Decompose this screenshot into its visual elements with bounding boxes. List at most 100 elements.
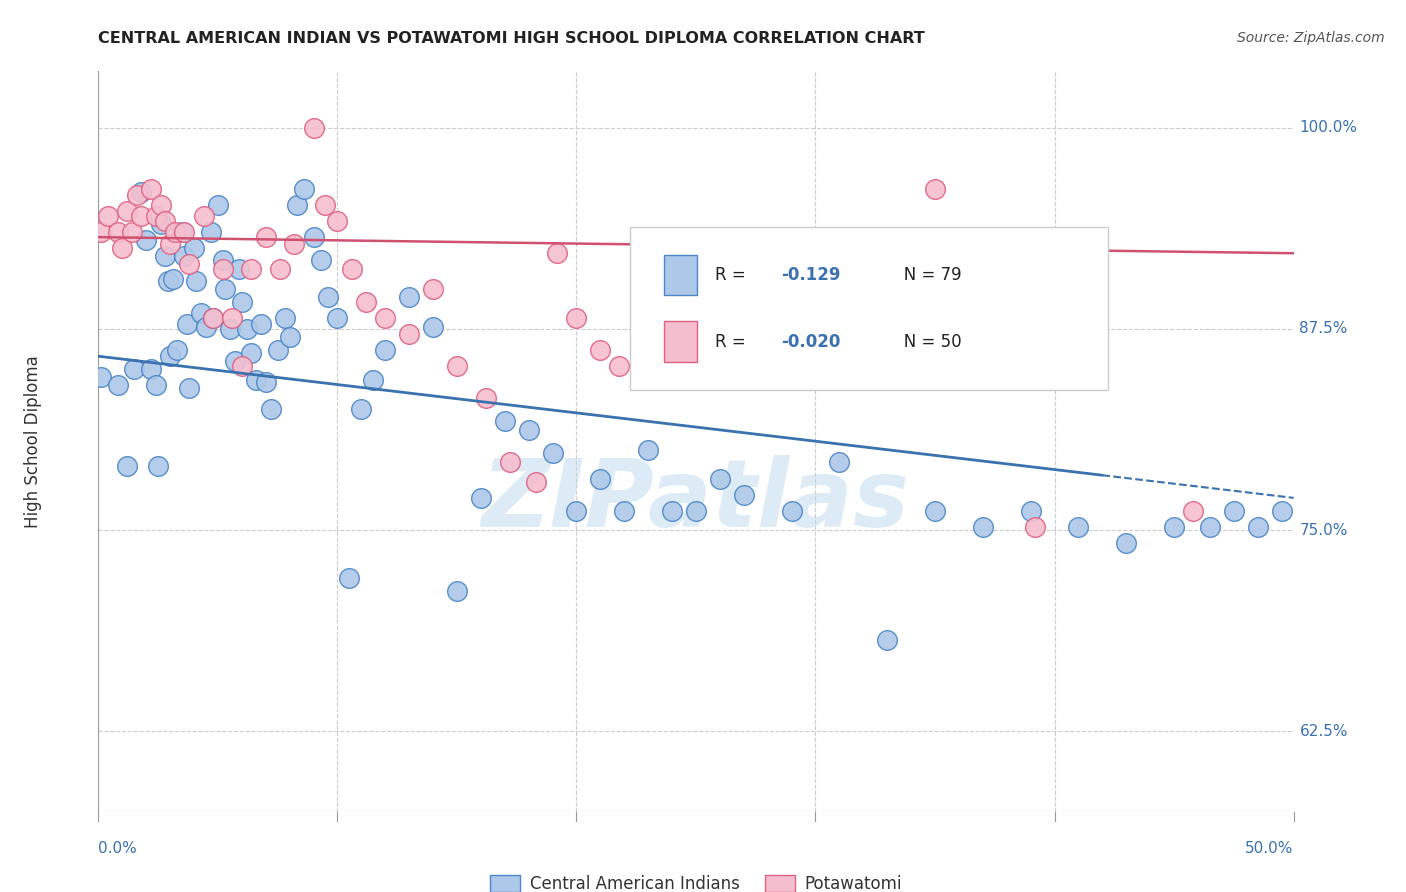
Text: 87.5%: 87.5% — [1299, 321, 1348, 336]
Point — [90, 370, 112, 384]
Point — [609, 359, 631, 373]
Point — [111, 241, 134, 255]
Text: CENTRAL AMERICAN INDIAN VS POTAWATOMI HIGH SCHOOL DIPLOMA CORRELATION CHART: CENTRAL AMERICAN INDIAN VS POTAWATOMI HI… — [98, 31, 925, 46]
Point — [176, 317, 198, 331]
Point — [815, 230, 838, 244]
Point — [202, 310, 225, 325]
Point — [250, 317, 273, 331]
Point — [207, 198, 229, 212]
Text: R =: R = — [716, 266, 751, 284]
Point — [166, 343, 188, 357]
Point — [709, 471, 731, 485]
Point — [231, 294, 253, 309]
Text: 50.0%: 50.0% — [1246, 841, 1294, 856]
Text: ZIPatlas: ZIPatlas — [482, 455, 910, 547]
Point — [326, 310, 349, 325]
Point — [155, 249, 177, 263]
Point — [131, 209, 153, 223]
Point — [350, 402, 373, 417]
Point — [149, 217, 172, 231]
Point — [221, 310, 243, 325]
Point — [1271, 504, 1294, 518]
Point — [193, 209, 215, 223]
Point — [995, 262, 1018, 277]
Point — [214, 282, 236, 296]
Text: 62.5%: 62.5% — [1299, 723, 1348, 739]
Point — [139, 182, 162, 196]
Point — [107, 378, 129, 392]
Point — [828, 455, 851, 469]
Point — [470, 491, 492, 505]
Point — [131, 185, 153, 199]
Point — [200, 225, 222, 239]
Point — [661, 504, 683, 518]
Point — [315, 198, 337, 212]
Point — [524, 475, 547, 489]
Point — [337, 571, 360, 585]
Point — [211, 262, 233, 277]
Point — [162, 272, 184, 286]
Point — [657, 310, 679, 325]
Point — [1115, 536, 1137, 550]
Point — [283, 236, 305, 251]
Point — [340, 262, 363, 277]
Point — [211, 252, 233, 267]
Text: 0.0%: 0.0% — [98, 841, 138, 856]
Point — [135, 233, 157, 247]
Point — [681, 359, 703, 373]
Text: 100.0%: 100.0% — [1299, 120, 1358, 136]
Text: -0.129: -0.129 — [780, 266, 841, 284]
Point — [172, 225, 194, 239]
Point — [240, 346, 263, 360]
Text: High School Diploma: High School Diploma — [24, 355, 42, 528]
Point — [124, 362, 146, 376]
Point — [422, 282, 444, 296]
Point — [269, 262, 291, 277]
Point — [422, 320, 444, 334]
Point — [145, 378, 167, 392]
Point — [589, 471, 612, 485]
Point — [316, 290, 339, 304]
Text: Source: ZipAtlas.com: Source: ZipAtlas.com — [1237, 31, 1385, 45]
Point — [228, 262, 250, 277]
Point — [183, 241, 205, 255]
Point — [565, 504, 588, 518]
Point — [156, 274, 179, 288]
Point — [354, 294, 377, 309]
Point — [924, 182, 946, 196]
Point — [309, 252, 332, 267]
Point — [159, 349, 181, 363]
Point — [633, 326, 655, 341]
Point — [613, 504, 636, 518]
Text: 75.0%: 75.0% — [1299, 523, 1348, 538]
Text: N = 50: N = 50 — [889, 333, 962, 351]
Legend: Central American Indians, Potawatomi: Central American Indians, Potawatomi — [484, 868, 908, 892]
Point — [1198, 520, 1220, 534]
Point — [202, 310, 225, 325]
Point — [254, 230, 277, 244]
Point — [97, 209, 120, 223]
Point — [285, 198, 308, 212]
Point — [173, 225, 195, 239]
Point — [398, 290, 420, 304]
Point — [125, 188, 148, 202]
Point — [398, 326, 420, 341]
Point — [363, 373, 385, 387]
Point — [302, 120, 325, 135]
Point — [107, 225, 129, 239]
Point — [541, 446, 564, 460]
Point — [148, 458, 170, 473]
Point — [219, 322, 242, 336]
Point — [159, 236, 181, 251]
Point — [90, 225, 112, 239]
Point — [374, 310, 396, 325]
Point — [194, 320, 217, 334]
Point — [235, 322, 257, 336]
Point — [278, 330, 301, 344]
Point — [149, 198, 172, 212]
Point — [780, 504, 803, 518]
Point — [302, 230, 325, 244]
Point — [1067, 520, 1090, 534]
Point — [274, 310, 297, 325]
Point — [446, 359, 468, 373]
